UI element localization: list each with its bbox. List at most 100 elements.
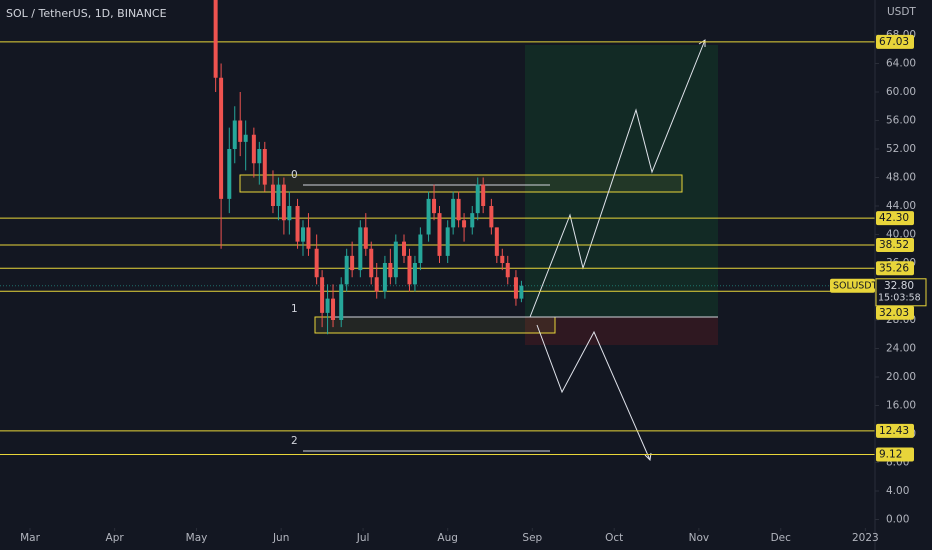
candle-body <box>227 149 232 199</box>
candle-body <box>331 298 336 320</box>
level-label-box <box>876 261 914 276</box>
y-tick-label: 24.00 <box>886 343 916 355</box>
candle-body <box>281 184 286 221</box>
candle-body <box>287 206 292 221</box>
candle-body <box>432 198 437 214</box>
x-tick-label: Dec <box>771 532 792 544</box>
candle-body <box>451 198 456 228</box>
candle-body <box>407 255 412 285</box>
candle-body <box>262 149 267 185</box>
candle-body <box>513 277 518 299</box>
candle-body <box>257 149 262 164</box>
candle-body <box>418 234 423 263</box>
y-tick-label: 4.00 <box>886 485 909 497</box>
x-tick-label: Oct <box>605 532 623 544</box>
candle-body <box>344 255 349 285</box>
y-tick-label: 52.00 <box>886 143 916 155</box>
level-label-box <box>876 423 914 438</box>
y-tick-label: 16.00 <box>886 400 916 412</box>
y-tick-label: 64.00 <box>886 58 916 70</box>
x-tick-label: Apr <box>106 532 125 544</box>
candle-body <box>213 0 218 78</box>
candle-body <box>314 248 319 278</box>
candle-body <box>363 227 368 249</box>
candle-body <box>393 241 398 278</box>
candle-body <box>339 284 344 320</box>
candle-body <box>276 184 281 206</box>
loss-zone <box>525 317 718 345</box>
candle-body <box>462 220 467 228</box>
x-tick-label: Jun <box>272 532 289 544</box>
y-tick-label: 40.00 <box>886 229 916 241</box>
candle-body <box>325 298 330 313</box>
x-tick-label: 2023 <box>852 532 879 544</box>
candle-body <box>295 206 300 242</box>
candle-body <box>382 263 387 292</box>
level-label: 38.52 <box>879 239 909 251</box>
fib-label: 2 <box>291 435 298 447</box>
candle-body <box>238 120 243 142</box>
price-box <box>875 278 927 307</box>
candle-body <box>470 213 475 228</box>
candle-body <box>489 206 494 228</box>
candle-body <box>306 227 311 249</box>
level-label-box <box>876 238 914 253</box>
arrow-head <box>644 452 652 462</box>
bullish-path <box>529 39 706 318</box>
price-label: 32.80 <box>884 280 914 292</box>
level-label-box <box>876 447 914 462</box>
candle-body <box>219 77 224 199</box>
candle-body <box>369 248 374 278</box>
y-tick-label: 0.00 <box>886 514 909 526</box>
candle-body <box>481 184 486 206</box>
fib-label: 0 <box>291 169 298 181</box>
candle-body <box>402 241 407 256</box>
candle-body <box>301 227 305 242</box>
candle-body <box>320 277 325 313</box>
y-tick-label: 44.00 <box>886 200 916 212</box>
candle-body <box>445 227 450 256</box>
x-tick-label: Sep <box>522 532 542 544</box>
level-label: 42.30 <box>879 212 909 224</box>
chart-title: SOL / TetherUS, 1D, BINANCE <box>6 7 167 20</box>
candle-body <box>505 263 510 278</box>
y-tick-label: 56.00 <box>886 115 916 127</box>
candle-body <box>243 134 248 142</box>
level-label: 32.03 <box>879 307 909 319</box>
bearish-path <box>536 324 651 461</box>
candle-body <box>374 277 379 292</box>
x-tick-label: Jul <box>356 532 370 544</box>
candle-body <box>500 255 505 263</box>
candle-body <box>426 198 431 235</box>
y-tick-label: 60.00 <box>886 86 916 98</box>
symbol-box <box>830 278 875 293</box>
symbol-label: SOLUSDT <box>833 280 878 291</box>
candle-body <box>456 198 461 221</box>
y-tick-label: 20.00 <box>886 371 916 383</box>
candle-body <box>412 263 417 285</box>
level-label: 35.26 <box>879 262 909 274</box>
candle-body <box>251 134 256 164</box>
countdown-label: 15:03:58 <box>878 292 921 303</box>
level-label-box <box>876 211 914 226</box>
candle-body <box>232 120 237 149</box>
level-label-box <box>876 34 914 49</box>
candle-body <box>358 227 363 271</box>
candle-body <box>494 227 499 256</box>
x-tick-label: Mar <box>20 532 40 544</box>
candle-body <box>388 263 393 278</box>
level-label: 67.03 <box>879 36 909 48</box>
candle-body <box>475 184 480 214</box>
axis-unit: USDT <box>887 6 916 18</box>
level-label: 9.12 <box>879 449 902 461</box>
x-tick-label: Aug <box>437 532 458 544</box>
resistance-box <box>239 174 683 193</box>
x-tick-label: May <box>186 532 208 544</box>
profit-zone <box>525 45 718 317</box>
candle-body <box>350 255 355 271</box>
level-label-box <box>876 305 914 320</box>
support-box <box>314 316 556 334</box>
fib-label: 1 <box>291 303 298 315</box>
level-label: 12.43 <box>879 425 909 437</box>
